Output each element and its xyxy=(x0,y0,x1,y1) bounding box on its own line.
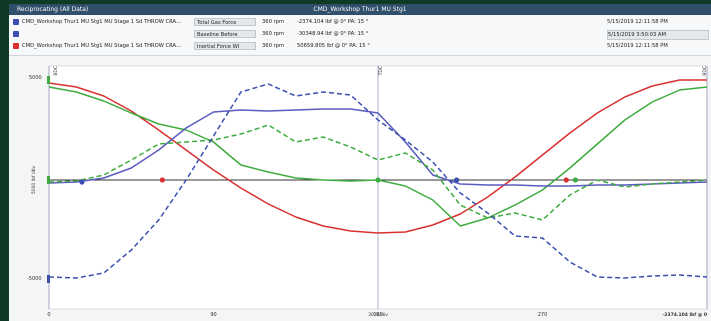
y-axis-label: 5000 lbf /div xyxy=(31,166,37,195)
dots-group xyxy=(79,177,579,185)
marker-label-bdc-right: BDC xyxy=(702,66,708,76)
timestamp-select[interactable]: 5/15/2019 12:11:58 PM xyxy=(607,43,668,49)
values-readout: -30348.94 lbf @ 0° PA: 15 ° xyxy=(297,31,369,37)
series-source: CMD_Workshop Thur1 MU Stg1 MU Stage 1 Sd… xyxy=(22,43,181,49)
y-tick-top: 5000 xyxy=(29,75,42,81)
x-axis-label: 30 %/div xyxy=(368,312,388,318)
data-point xyxy=(79,179,85,185)
measurement-select[interactable]: Total Gas Force xyxy=(194,18,256,26)
left-handle-mid[interactable] xyxy=(47,176,50,184)
rpm-readout: 360 rpm xyxy=(262,43,285,49)
measurement-select[interactable]: Inertial Force WI xyxy=(194,42,256,50)
title-bar: Reciprocating (All Data) CMD_Workshop Th… xyxy=(9,4,711,15)
x-tick-label: 90 xyxy=(210,312,216,318)
series-row: Baseline Before 360 rpm -30348.94 lbf @ … xyxy=(9,29,711,40)
y-tick-bottom: -5000 xyxy=(27,276,42,282)
series-row: CMD_Workshop Thur1 MU Stg1 MU Stage 1 Sd… xyxy=(9,41,711,52)
marker-label-tdc: TDC xyxy=(378,66,384,76)
measurement-select[interactable]: Baseline Before xyxy=(194,30,256,38)
rpm-readout: 360 rpm xyxy=(262,19,285,25)
data-point xyxy=(572,177,579,183)
values-readout: 50659.805 lbf @ 0° PA: 15 ° xyxy=(297,43,370,49)
series-checkbox[interactable] xyxy=(13,43,19,49)
left-handle-bottom[interactable] xyxy=(47,275,50,283)
chart-window: Reciprocating (All Data) CMD_Workshop Th… xyxy=(9,4,711,321)
data-point xyxy=(563,177,569,183)
timestamp-select[interactable]: 5/15/2019 12:11:58 PM xyxy=(607,19,668,25)
window-left-title: Reciprocating (All Data) xyxy=(17,6,89,13)
x-tick-label: 180 xyxy=(373,312,383,318)
data-point xyxy=(453,177,460,183)
x-tick-label: 0 xyxy=(47,312,50,318)
force-chart[interactable]: 0 90 180 270 BDC TDC BDC 5000 -5000 5000 lb… xyxy=(9,4,711,321)
series-controls: CMD_Workshop Thur1 MU Stg1 MU Stage 1 Sd… xyxy=(9,15,711,56)
x-ticks: 0 90 180 270 xyxy=(47,312,547,318)
series-line-2 xyxy=(48,108,708,187)
cursor-readout: -2374.104 lbf @ 0 xyxy=(662,312,707,318)
data-point xyxy=(159,177,165,183)
timestamp-select[interactable]: 5/15/2019 3:50:03 AM xyxy=(607,30,709,40)
marker-label-bdc-left: BDC xyxy=(53,66,59,76)
rpm-readout: 360 rpm xyxy=(262,31,285,37)
series-checkbox[interactable] xyxy=(13,31,19,37)
series-line-0 xyxy=(48,79,707,234)
series-row: CMD_Workshop Thur1 MU Stg1 MU Stage 1 Sd… xyxy=(9,17,711,28)
x-tick-label: 270 xyxy=(538,312,548,318)
left-handle-top[interactable] xyxy=(47,76,50,84)
window-center-title: CMD_Workshop Thur1 MU Stg1 xyxy=(313,6,407,13)
series-line-4 xyxy=(48,83,708,279)
series-line-3 xyxy=(48,124,708,221)
values-readout: -2374.104 lbf @ 0° PA: 15 ° xyxy=(297,19,369,25)
data-point xyxy=(375,177,381,183)
series-source: CMD_Workshop Thur1 MU Stg1 MU Stage 1 Sd… xyxy=(22,19,181,25)
series-checkbox[interactable] xyxy=(13,19,19,25)
